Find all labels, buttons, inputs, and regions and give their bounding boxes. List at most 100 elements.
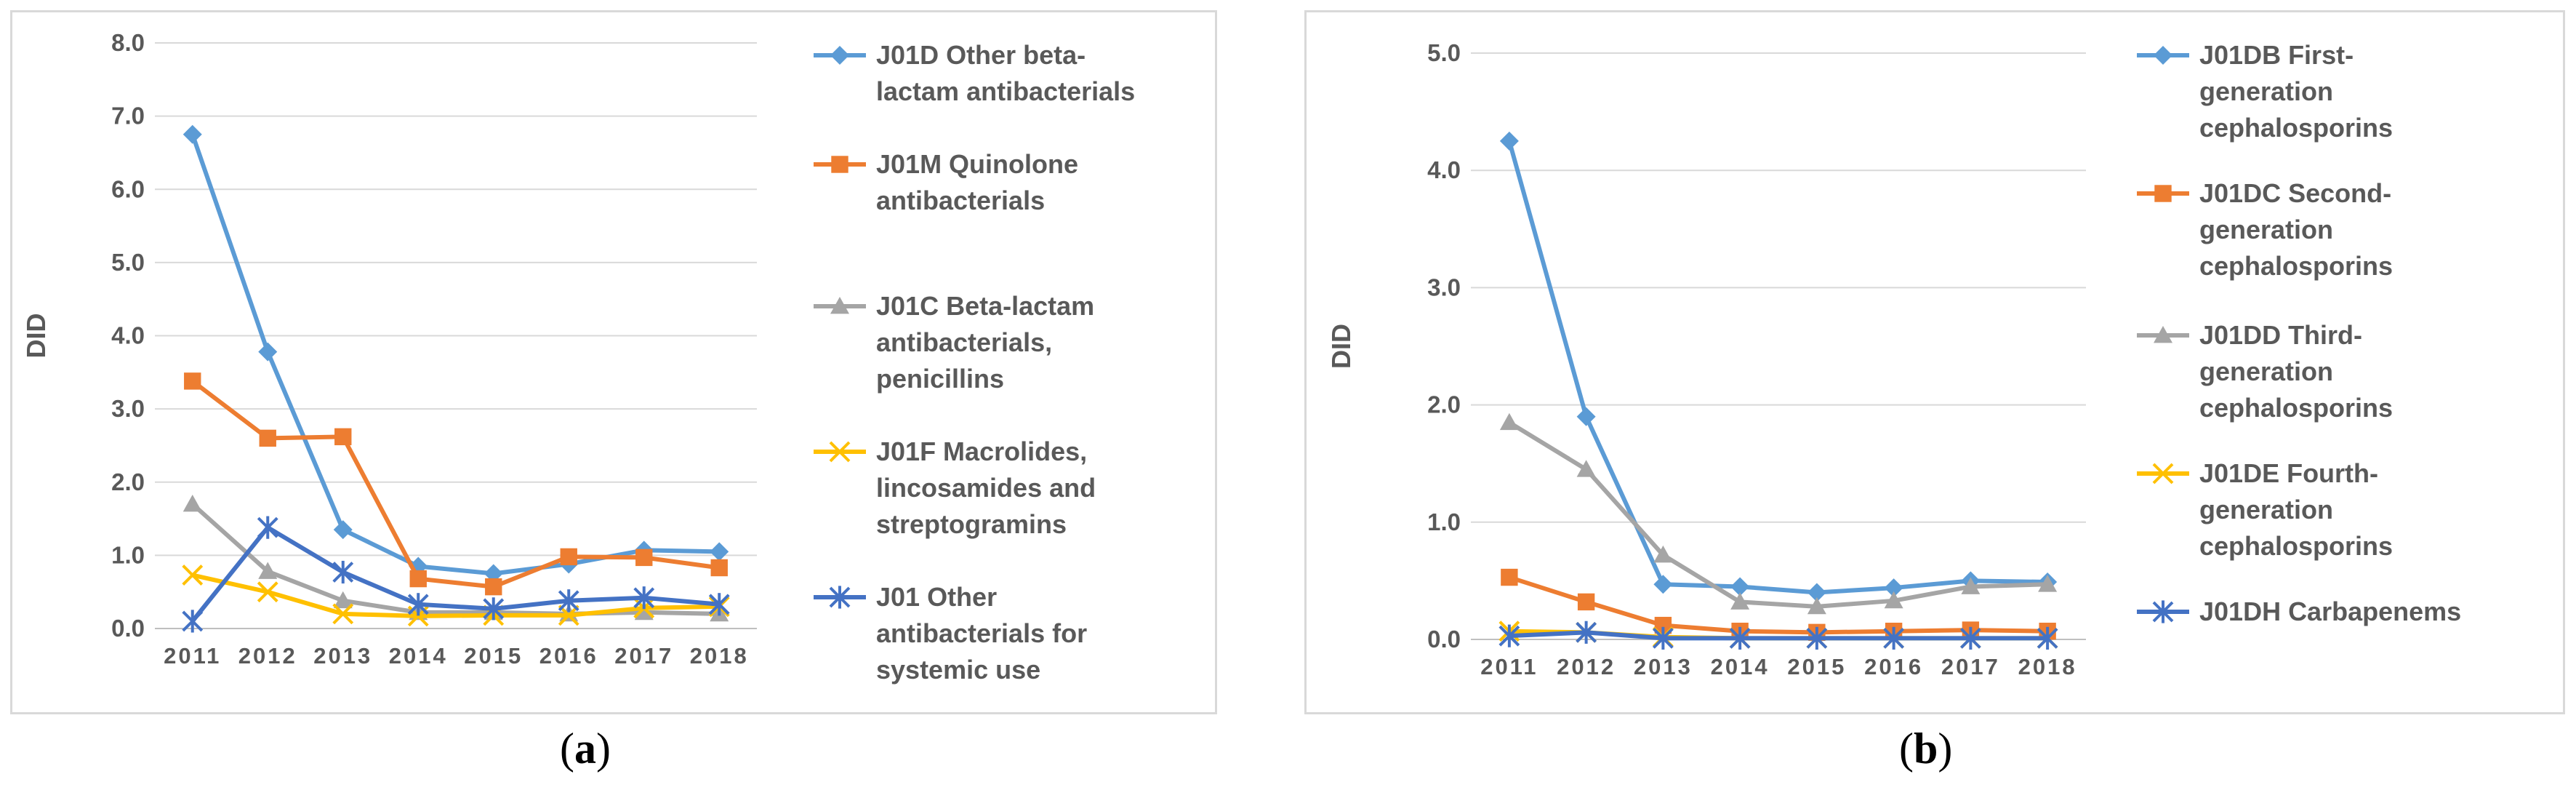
x-tick-label: 2013 <box>313 643 372 669</box>
data-point <box>560 548 577 566</box>
y-tick-label: 8.0 <box>111 29 145 56</box>
data-point <box>1730 577 1750 597</box>
y-tick-label: 1.0 <box>1427 508 1461 535</box>
data-point <box>1576 460 1596 477</box>
series-line <box>192 572 720 618</box>
data-point <box>1653 575 1673 594</box>
series-line <box>1509 630 2048 641</box>
legend-key <box>814 156 866 173</box>
data-point <box>332 603 354 625</box>
data-point <box>182 610 204 633</box>
y-tick-label: 4.0 <box>111 322 145 349</box>
x-tick-label: 2014 <box>1711 654 1770 679</box>
legend-key <box>814 441 866 463</box>
data-point <box>1652 626 1674 650</box>
data-point <box>407 593 429 616</box>
data-point <box>1499 131 1519 151</box>
series-line <box>190 525 720 623</box>
y-tick-label: 2.0 <box>111 468 145 495</box>
legend-label: J01DC Second-generation cephalosporins <box>2199 178 2394 281</box>
data-point <box>257 516 278 539</box>
data-point <box>1884 578 1903 598</box>
legend-label: J01DD Third-generation cephalosporins <box>2199 320 2394 423</box>
y-axis-title: DID <box>21 314 51 359</box>
x-tick-label: 2011 <box>1480 654 1538 679</box>
series-2 <box>184 372 728 596</box>
legend-label: J01F Macrolides, lincosamides and streptog… <box>876 436 1096 539</box>
legend-key <box>2137 185 2189 202</box>
data-point <box>184 372 201 390</box>
series-line <box>190 502 720 616</box>
legend-key <box>814 297 866 314</box>
legend-label: J01DE Fourth-generation cephalosporins <box>2199 458 2394 561</box>
data-point <box>1576 621 1597 644</box>
x-tick-label: 2018 <box>690 643 749 669</box>
caption-b: (b) <box>1899 725 1953 773</box>
legend-key <box>2137 326 2189 343</box>
series-line <box>1508 420 2048 609</box>
series-3 <box>1499 412 2058 615</box>
series-1 <box>182 124 729 583</box>
y-tick-label: 3.0 <box>111 395 145 422</box>
data-point <box>1806 626 1828 650</box>
data-point <box>257 581 278 603</box>
data-point <box>1884 591 1903 609</box>
chart-panel-b: 0.0 1.0 2.0 3.0 4.0 5.0 2011 2012 2013 2014 2015 20… <box>1304 10 2565 714</box>
chart-a-plot: 0.0 1.0 2.0 3.0 4.0 5.0 6.0 7.0 8.0 2011 2012 2013 2… <box>21 29 757 669</box>
y-tick-label: 6.0 <box>111 175 145 202</box>
x-tick-label: 2012 <box>238 643 297 669</box>
data-point <box>633 586 655 610</box>
legend-label: J01DH Carbapenems <box>2199 597 2462 626</box>
y-axis-title: DID <box>1326 324 1356 369</box>
legend-label: J01DB First-generation cephalosporins <box>2199 40 2394 143</box>
x-tick-label: 2011 <box>164 643 221 669</box>
data-point <box>182 564 204 586</box>
data-point <box>2037 626 2058 650</box>
data-point <box>333 520 353 540</box>
data-point <box>334 428 352 446</box>
series-line <box>190 379 720 589</box>
legend-key <box>814 586 866 609</box>
data-point <box>409 570 427 588</box>
x-tick-label: 2015 <box>1787 654 1846 679</box>
data-point <box>332 560 354 584</box>
data-point <box>1576 407 1596 426</box>
data-point <box>485 578 502 596</box>
legend-label: J01C Beta-lactam antibacterials, penicilli… <box>876 291 1095 394</box>
data-point <box>1730 592 1750 610</box>
legend-key <box>2137 600 2189 623</box>
data-point <box>1807 583 1826 602</box>
data-point <box>1577 593 1595 611</box>
y-tick-label: 2.0 <box>1427 391 1461 418</box>
data-point <box>182 124 202 144</box>
y-tick-label: 0.0 <box>1427 626 1461 653</box>
series-line <box>1508 575 2048 635</box>
data-point <box>710 542 729 562</box>
y-tick-label: 7.0 <box>111 103 145 129</box>
data-point <box>259 429 276 447</box>
y-tick-label: 4.0 <box>1427 156 1461 183</box>
data-point <box>708 593 730 616</box>
data-point <box>258 562 278 579</box>
x-tick-label: 2013 <box>1634 654 1693 679</box>
legend-label: J01M Quinolone antibacterials <box>876 149 1079 215</box>
legend-key <box>2137 46 2189 65</box>
data-point <box>1498 624 1520 647</box>
chart-b-plot: 0.0 1.0 2.0 3.0 4.0 5.0 2011 2012 2013 2014 2015 20… <box>1326 39 2086 679</box>
y-tick-label: 1.0 <box>111 541 145 568</box>
x-tick-label: 2016 <box>539 643 598 669</box>
series-5 <box>1498 621 2058 650</box>
data-point <box>182 494 202 512</box>
x-tick-label: 2015 <box>464 643 523 669</box>
data-point <box>2038 575 2058 592</box>
data-point <box>1959 626 1981 650</box>
data-point <box>1653 545 1673 563</box>
legend-key <box>2137 463 2189 484</box>
data-point <box>258 342 278 362</box>
data-point <box>558 589 579 613</box>
x-tick-label: 2017 <box>614 643 673 669</box>
series-1 <box>1499 131 2058 602</box>
data-point <box>1883 626 1905 650</box>
legend-label: J01D Other beta-lactam antibacterials <box>876 40 1136 106</box>
x-tick-label: 2012 <box>1557 654 1616 679</box>
